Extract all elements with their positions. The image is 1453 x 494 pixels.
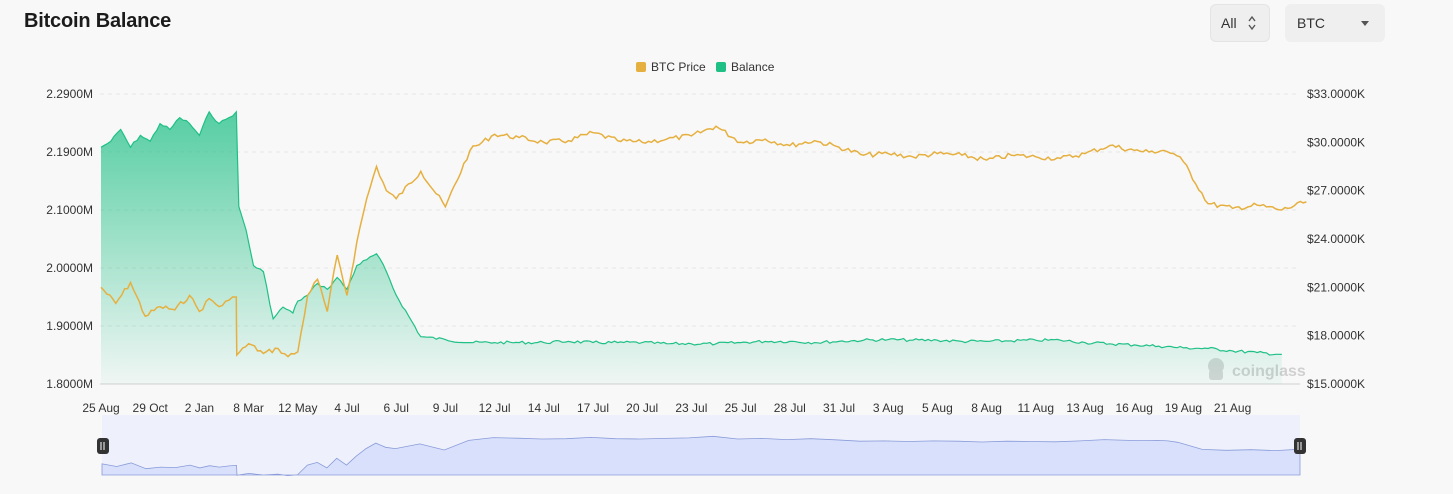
page-title: Bitcoin Balance <box>24 10 172 32</box>
left-y-axis: 2.2900M 2.1900M 2.1000M 2.0000M 1.9000M 1.800… <box>46 87 93 391</box>
x-axis: 25 Aug 29 Oct 2 Jan 8 Mar 12 May 4 Jul 6 Jul 9 … <box>82 383 1300 415</box>
up-down-arrows-icon <box>1248 15 1256 31</box>
x-tick-label: 20 Jul <box>626 401 658 415</box>
right-y-tick-label: $33.0000K <box>1307 87 1365 101</box>
x-tick-label: 21 Aug <box>1214 401 1251 415</box>
left-y-tick-label: 1.9000M <box>46 319 93 333</box>
x-tick-label: 25 Aug <box>82 401 119 415</box>
btc-price-line[interactable] <box>100 125 1307 358</box>
legend-label-btc-price[interactable]: BTC Price <box>651 60 706 74</box>
range-select-value: All <box>1221 15 1237 31</box>
balance-area <box>101 111 1282 385</box>
navigator-price-area <box>101 435 1301 477</box>
x-tick-label: 8 Mar <box>233 401 264 415</box>
right-y-tick-label: $15.0000K <box>1307 377 1365 391</box>
left-y-tick-label: 2.0000M <box>46 261 93 275</box>
series-layer <box>100 110 1307 385</box>
legend-swatch-balance <box>716 62 726 72</box>
legend: BTC Price Balance <box>636 60 775 74</box>
chevron-down-icon <box>1361 21 1369 26</box>
x-tick-label: 19 Aug <box>1165 401 1202 415</box>
x-tick-label: 25 Jul <box>725 401 757 415</box>
range-select[interactable]: All <box>1210 4 1270 42</box>
range-navigator[interactable] <box>97 415 1306 477</box>
right-y-tick-label: $30.0000K <box>1307 135 1365 149</box>
right-y-axis: $33.0000K $30.0000K $27.0000K $24.0000K $21.… <box>1307 87 1365 391</box>
x-tick-label: 11 Aug <box>1018 401 1054 415</box>
x-tick-label: 12 Jul <box>479 401 511 415</box>
x-tick-label: 13 Aug <box>1066 401 1103 415</box>
x-tick-label: 3 Aug <box>873 401 904 415</box>
right-y-tick-label: $27.0000K <box>1307 184 1365 198</box>
x-tick-label: 4 Jul <box>334 401 359 415</box>
right-y-tick-label: $24.0000K <box>1307 232 1365 246</box>
right-y-tick-label: $18.0000K <box>1307 329 1365 343</box>
x-tick-label: 6 Jul <box>384 401 409 415</box>
right-y-tick-label: $21.0000K <box>1307 280 1365 294</box>
x-tick-label: 14 Jul <box>528 401 560 415</box>
x-tick-label: 2 Jan <box>185 401 214 415</box>
x-tick-label: 23 Jul <box>675 401 707 415</box>
legend-label-balance[interactable]: Balance <box>731 60 775 74</box>
x-tick-label: 12 May <box>278 401 317 415</box>
left-y-tick-label: 2.1000M <box>46 203 93 217</box>
x-tick-label: 31 Jul <box>823 401 855 415</box>
left-y-tick-label: 1.8000M <box>46 377 93 391</box>
x-tick-label: 9 Jul <box>433 401 458 415</box>
left-y-tick-label: 2.2900M <box>46 87 93 101</box>
x-tick-label: 29 Oct <box>133 401 169 415</box>
navigator-left-handle[interactable] <box>97 438 109 454</box>
coin-select-value: BTC <box>1297 15 1325 31</box>
x-tick-label: 16 Aug <box>1116 401 1153 415</box>
x-tick-label: 5 Aug <box>922 401 953 415</box>
x-tick-label: 17 Jul <box>577 401 609 415</box>
navigator-right-handle[interactable] <box>1294 438 1306 454</box>
x-tick-label: 28 Jul <box>774 401 806 415</box>
balance-line[interactable] <box>100 110 1282 356</box>
legend-swatch-btc-price <box>636 62 646 72</box>
left-y-tick-label: 2.1900M <box>46 145 93 159</box>
coin-select[interactable]: BTC <box>1285 4 1385 42</box>
x-tick-label: 8 Aug <box>971 401 1002 415</box>
